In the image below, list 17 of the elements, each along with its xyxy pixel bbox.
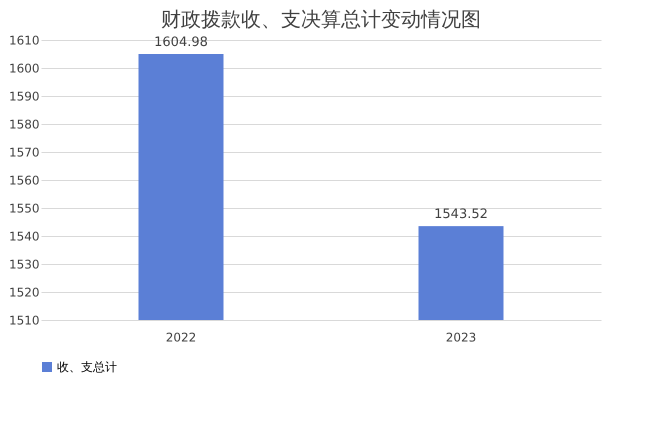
data-label: 1604.98	[154, 35, 208, 50]
y-tick-label: 1530	[8, 258, 40, 272]
y-tick-label: 1570	[8, 146, 40, 160]
y-tick-label: 1520	[8, 286, 40, 300]
y-tick-label: 1600	[8, 62, 40, 76]
y-tick-label: 1610	[8, 34, 40, 48]
legend-label: 收、支总计	[57, 360, 117, 374]
data-label: 1543.52	[434, 207, 488, 222]
x-tick-label: 2023	[446, 330, 476, 344]
y-tick-label: 1590	[8, 90, 40, 104]
y-tick-label: 1510	[8, 314, 40, 328]
y-tick-label: 1550	[8, 202, 40, 216]
x-tick-label: 2022	[166, 330, 196, 344]
y-tick-label: 1560	[8, 174, 40, 188]
chart-title: 财政拨款收、支决算总计变动情况图	[161, 7, 481, 31]
y-tick-label: 1540	[8, 230, 40, 244]
y-tick-label: 1580	[8, 118, 40, 132]
